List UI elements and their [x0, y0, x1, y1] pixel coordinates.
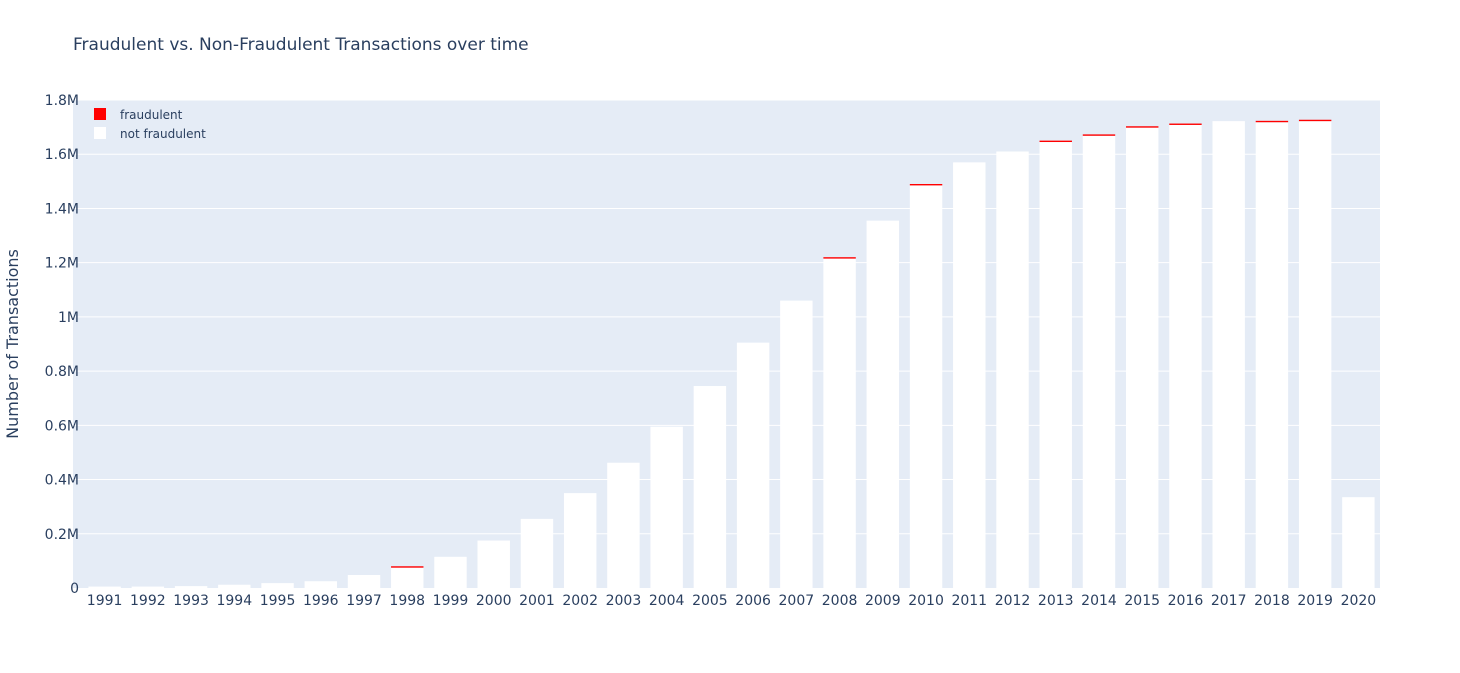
x-tick-label: 1993: [173, 593, 209, 609]
x-tick-label: 2017: [1211, 593, 1247, 609]
bar-not-fraudulent-1996: [304, 581, 337, 588]
bar-not-fraudulent-2001: [520, 518, 554, 588]
y-tick-label: 0: [70, 581, 79, 597]
bar-fraudulent-1998: [391, 566, 424, 568]
bar-not-fraudulent-2014: [1082, 135, 1116, 588]
x-tick-label: 2001: [519, 593, 555, 609]
bar-not-fraudulent-2018: [1255, 122, 1289, 588]
y-tick-label: 1.2M: [45, 256, 79, 272]
x-tick-label: 2005: [692, 593, 728, 609]
x-tick-label: 2008: [822, 593, 858, 609]
x-tick-label: 1999: [433, 593, 469, 609]
y-axis-ticks: 0 0.2M 0.4M 0.6M 0.8M 1M 1.2M 1.4M 1.6M 1.8M: [45, 93, 79, 597]
x-tick-label: 2007: [779, 593, 815, 609]
bar-fraudulent-2016: [1169, 123, 1202, 125]
bar-not-fraudulent-1999: [434, 556, 467, 588]
y-tick-label: 1M: [58, 310, 79, 326]
bar-fraudulent-2018: [1255, 120, 1289, 123]
legend-label: fraudulent: [120, 108, 183, 122]
plot-area: [73, 100, 1380, 588]
y-tick-label: 1.6M: [45, 147, 79, 163]
x-tick-label: 1992: [130, 593, 166, 609]
bar-not-fraudulent-2012: [996, 151, 1029, 588]
bar-not-fraudulent-2019: [1298, 121, 1332, 588]
chart-title: Fraudulent vs. Non-Fraudulent Transactio…: [73, 35, 529, 55]
x-axis-ticks: 1991 1992 1993 1994 1995 1996 1997 1998 1999 2000…: [87, 593, 1376, 609]
x-tick-label: 1998: [389, 593, 425, 609]
bar-not-fraudulent-2002: [563, 493, 597, 588]
bar-fraudulent-2014: [1082, 134, 1116, 136]
x-tick-label: 1991: [87, 593, 123, 609]
bar-not-fraudulent-1991: [88, 586, 121, 588]
y-axis-title: Number of Transactions: [3, 249, 22, 439]
x-tick-label: 2013: [1038, 593, 1074, 609]
x-tick-label: 2011: [951, 593, 987, 609]
bar-not-fraudulent-2015: [1126, 127, 1159, 589]
y-tick-label: 0.4M: [45, 473, 79, 489]
bar-not-fraudulent-2008: [823, 258, 856, 588]
bar-not-fraudulent-2003: [607, 462, 640, 588]
x-tick-label: 1996: [303, 593, 339, 609]
bar-fraudulent-2010: [909, 184, 943, 186]
y-tick-label: 1.4M: [45, 201, 79, 217]
x-tick-label: 2010: [908, 593, 944, 609]
bar-not-fraudulent-2004: [650, 426, 683, 588]
gridlines: [73, 99, 1380, 535]
bars: [88, 119, 1375, 589]
x-tick-label: 2015: [1124, 593, 1160, 609]
x-tick-label: 2016: [1168, 593, 1204, 609]
y-tick-label: 0.6M: [45, 418, 79, 434]
legend-swatch: [94, 108, 106, 120]
bar-not-fraudulent-1997: [347, 574, 381, 588]
bar-not-fraudulent-2010: [909, 185, 943, 588]
bar-not-fraudulent-2005: [693, 386, 727, 588]
legend-swatch: [94, 127, 106, 139]
bar-not-fraudulent-2020: [1342, 497, 1375, 588]
bar-not-fraudulent-2011: [953, 162, 986, 588]
bar-not-fraudulent-2000: [477, 540, 510, 588]
x-tick-label: 1997: [346, 593, 382, 609]
legend-item-fraudulent[interactable]: fraudulent: [94, 108, 183, 122]
x-tick-label: 2006: [735, 593, 771, 609]
bar-not-fraudulent-2006: [736, 342, 770, 588]
bar-not-fraudulent-1998: [391, 567, 424, 588]
legend-label: not fraudulent: [120, 127, 206, 141]
bar-fraudulent-2015: [1126, 126, 1159, 128]
bar-fraudulent-2019: [1298, 119, 1332, 122]
x-tick-label: 1995: [260, 593, 296, 609]
x-tick-label: 2004: [649, 593, 685, 609]
y-tick-label: 0.2M: [45, 527, 79, 543]
x-tick-label: 2014: [1081, 593, 1117, 609]
x-tick-label: 2002: [562, 593, 598, 609]
x-tick-label: 2009: [865, 593, 901, 609]
bar-not-fraudulent-2016: [1169, 124, 1202, 588]
y-tick-label: 1.8M: [45, 93, 79, 109]
x-tick-label: 2019: [1297, 593, 1333, 609]
bar-not-fraudulent-1994: [218, 584, 251, 588]
bar-not-fraudulent-2009: [866, 220, 900, 588]
x-tick-label: 2012: [995, 593, 1031, 609]
x-tick-label: 2003: [606, 593, 642, 609]
bar-not-fraudulent-1992: [131, 586, 165, 588]
bar-fraudulent-2013: [1039, 140, 1072, 143]
bar-not-fraudulent-2007: [780, 300, 813, 588]
x-tick-label: 2020: [1341, 593, 1377, 609]
bar-not-fraudulent-2013: [1039, 142, 1072, 588]
bar-not-fraudulent-1995: [261, 583, 294, 588]
legend-item-not-fraudulent[interactable]: not fraudulent: [94, 127, 206, 141]
bar-not-fraudulent-2017: [1212, 121, 1245, 588]
y-tick-label: 0.8M: [45, 364, 79, 380]
bar-not-fraudulent-1993: [174, 586, 208, 588]
x-tick-label: 2018: [1254, 593, 1290, 609]
bar-fraudulent-2008: [823, 257, 856, 259]
x-tick-label: 1994: [216, 593, 252, 609]
legend: fraudulent not fraudulent: [94, 108, 206, 141]
x-tick-label: 2000: [476, 593, 512, 609]
